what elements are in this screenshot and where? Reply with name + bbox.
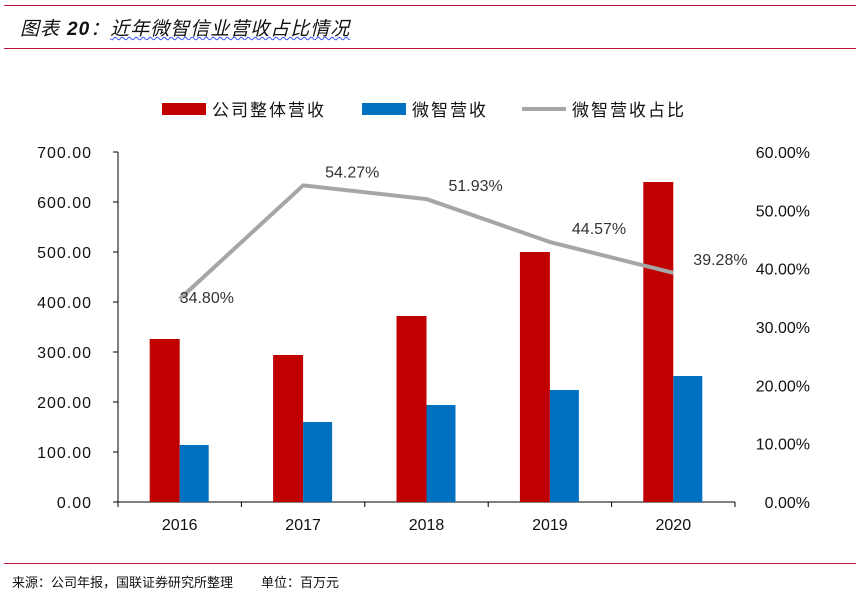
bar-weizhi-2017 — [303, 422, 333, 502]
ratio-line — [178, 183, 674, 301]
bar-weizhi-2019 — [549, 390, 579, 502]
right-tick-label: 50.00% — [756, 203, 810, 220]
bottom-rule — [4, 563, 856, 564]
chart: 0.00 100.00 200.00 300.00 400.00 500.00 600.00… — [37, 101, 810, 534]
title-number: 20 — [67, 19, 91, 40]
x-tick-label: 2020 — [656, 517, 692, 534]
top-rule — [4, 5, 856, 6]
legend-swatch — [362, 103, 406, 115]
x-tick-label: 2018 — [409, 517, 445, 534]
title-rule — [4, 48, 856, 49]
bar-weizhi-2020 — [673, 376, 703, 502]
x-tick-label: 2016 — [162, 517, 198, 534]
x-tick-label: 2019 — [532, 517, 568, 534]
left-tick-label: 700.00 — [37, 145, 92, 162]
ratio-label-2020: 39.28% — [693, 252, 747, 269]
title-text: 近年微智信业营收占比情况 — [110, 18, 351, 40]
ratio-label-2017: 54.27% — [325, 164, 379, 181]
ratio-label-2019: 44.57% — [572, 221, 626, 238]
bar-revenue-2016 — [149, 339, 180, 502]
bar-revenue-2020 — [643, 182, 674, 502]
right-tick-label: 0.00% — [765, 495, 810, 512]
title-prefix: 图表 — [20, 18, 68, 40]
left-tick-label: 500.00 — [37, 245, 92, 262]
unit-note: 单位：百万元 — [261, 576, 340, 591]
legend-label: 微智营收占比 — [572, 101, 686, 120]
legend-swatch — [162, 103, 206, 115]
bar-weizhi-2016 — [179, 445, 209, 502]
ratio-label-2016: 34.80% — [180, 290, 234, 307]
legend-label: 公司整体营收 — [212, 101, 326, 120]
right-tick-label: 40.00% — [756, 262, 810, 279]
right-tick-label: 10.00% — [756, 437, 810, 454]
ratio-label-2018: 51.93% — [449, 178, 503, 195]
right-tick-label: 20.00% — [756, 378, 810, 395]
source-note: 来源：公司年报，国联证券研究所整理 — [12, 576, 234, 591]
bar-revenue-2017 — [273, 355, 304, 502]
legend-label: 微智营收 — [412, 101, 488, 120]
right-tick-label: 60.00% — [756, 145, 810, 162]
left-tick-label: 0.00 — [57, 495, 92, 512]
footer: 来源：公司年报，国联证券研究所整理 单位：百万元 — [12, 572, 339, 591]
bar-weizhi-2018 — [426, 405, 456, 502]
figure-title: 图表 20：近年微智信业营收占比情况 — [20, 14, 350, 41]
bar-revenue-2019 — [519, 252, 550, 502]
right-tick-label: 30.00% — [756, 320, 810, 337]
left-tick-label: 300.00 — [37, 345, 92, 362]
left-tick-label: 100.00 — [37, 445, 92, 462]
x-tick-label: 2017 — [285, 517, 321, 534]
bar-revenue-2018 — [396, 316, 427, 502]
left-tick-label: 200.00 — [37, 395, 92, 412]
left-tick-label: 400.00 — [37, 295, 92, 312]
left-tick-label: 600.00 — [37, 195, 92, 212]
title-colon: ： — [90, 18, 111, 40]
